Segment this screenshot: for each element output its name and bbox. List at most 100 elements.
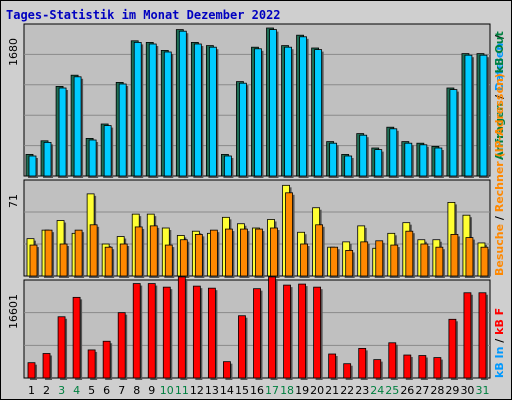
bar-besuche-4 bbox=[74, 229, 83, 277]
bar-kbf-27 bbox=[418, 355, 427, 379]
day-label-2: 2 bbox=[43, 384, 50, 397]
legend-anfragen: Anfragen bbox=[493, 103, 506, 160]
bar-dateien-4 bbox=[73, 76, 82, 177]
bar-besuche-10 bbox=[164, 244, 173, 277]
legend-besuche: Besuche bbox=[493, 224, 506, 276]
legend-kb-out: kB Out bbox=[493, 31, 506, 73]
bar-kbf-3 bbox=[57, 316, 66, 379]
bar-dateien-26 bbox=[404, 142, 413, 177]
bar-kbf-29 bbox=[448, 318, 457, 379]
bar-besuche-16 bbox=[255, 228, 263, 277]
bar-besuche-27 bbox=[420, 243, 429, 277]
bar-kbf-16 bbox=[253, 288, 261, 379]
bar-kbf-5 bbox=[87, 349, 96, 379]
bar-kbf-20 bbox=[313, 286, 322, 379]
bar-dateien-22 bbox=[344, 155, 353, 177]
bar-kbf-12 bbox=[192, 285, 201, 379]
bar-dateien-12 bbox=[193, 43, 202, 177]
bar-kbf-21 bbox=[328, 353, 337, 379]
bar-besuche-3 bbox=[59, 243, 68, 277]
bar-besuche-29 bbox=[450, 233, 459, 277]
day-label-10: 10 bbox=[160, 384, 174, 397]
legend-rechner-ip-adressen-: Rechner (IP-Adressen) bbox=[493, 73, 506, 212]
ytick-bottom: 16601 bbox=[7, 294, 20, 329]
bar-kbf-9 bbox=[147, 283, 156, 379]
bar-kbf-19 bbox=[298, 283, 306, 379]
bar-dateien-3 bbox=[58, 87, 67, 177]
bar-dateien-18 bbox=[284, 46, 292, 177]
bar-dateien-27 bbox=[419, 144, 428, 177]
day-label-3: 3 bbox=[58, 384, 65, 397]
bar-dateien-6 bbox=[103, 125, 112, 177]
bar-dateien-8 bbox=[133, 42, 142, 177]
bar-kbf-11 bbox=[177, 276, 186, 379]
bar-dateien-20 bbox=[314, 49, 323, 177]
bar-besuche-22 bbox=[345, 249, 354, 277]
bar-dateien-17 bbox=[269, 29, 277, 177]
day-label-23: 23 bbox=[355, 384, 369, 397]
day-label-24: 24 bbox=[370, 384, 384, 397]
day-label-1: 1 bbox=[28, 384, 35, 397]
legend--: / bbox=[493, 91, 506, 103]
day-label-18: 18 bbox=[280, 384, 294, 397]
legend-group: kB In / kB F bbox=[493, 308, 506, 378]
day-label-28: 28 bbox=[430, 384, 444, 397]
bar-kbf-28 bbox=[433, 357, 442, 379]
bar-kbf-31 bbox=[478, 292, 487, 379]
day-label-15: 15 bbox=[235, 384, 249, 397]
day-label-12: 12 bbox=[190, 384, 204, 397]
legend-kb-f: kB F bbox=[493, 308, 506, 335]
bar-kbf-25 bbox=[388, 342, 397, 379]
bar-besuche-24 bbox=[375, 240, 384, 277]
bar-dateien-5 bbox=[88, 139, 97, 177]
bar-dateien-19 bbox=[299, 36, 307, 177]
bar-besuche-7 bbox=[119, 243, 128, 277]
legend-group: Anfragen / Dateien / bbox=[493, 34, 506, 160]
bar-kbf-10 bbox=[162, 286, 171, 379]
bar-besuche-17 bbox=[270, 227, 278, 277]
bar-dateien-7 bbox=[118, 83, 127, 177]
legend-dateien: Dateien bbox=[493, 43, 506, 91]
day-label-5: 5 bbox=[88, 384, 95, 397]
bar-kbf-23 bbox=[358, 347, 367, 379]
bar-besuche-23 bbox=[360, 241, 369, 277]
day-label-7: 7 bbox=[118, 384, 125, 397]
bar-besuche-13 bbox=[209, 229, 218, 277]
bar-besuche-21 bbox=[330, 246, 339, 277]
bar-besuche-5 bbox=[89, 224, 98, 277]
bar-kbf-2 bbox=[42, 353, 51, 379]
bar-kbf-30 bbox=[463, 292, 472, 379]
bar-dateien-15 bbox=[239, 82, 247, 177]
bar-besuche-2 bbox=[44, 229, 53, 277]
day-label-14: 14 bbox=[220, 384, 234, 397]
bar-besuche-19 bbox=[300, 243, 308, 277]
bar-dateien-30 bbox=[464, 54, 473, 177]
bar-kbf-18 bbox=[283, 284, 291, 379]
bar-kbf-26 bbox=[403, 354, 412, 379]
bar-dateien-11 bbox=[178, 30, 187, 177]
bar-besuche-12 bbox=[194, 233, 203, 277]
bar-dateien-13 bbox=[208, 46, 217, 177]
bar-kbf-15 bbox=[238, 315, 246, 379]
legend--: / bbox=[493, 34, 506, 43]
day-label-16: 16 bbox=[250, 384, 264, 397]
bar-besuche-31 bbox=[480, 246, 489, 277]
bar-dateien-28 bbox=[434, 147, 443, 177]
bar-besuche-14 bbox=[225, 228, 233, 277]
bar-dateien-29 bbox=[449, 89, 458, 177]
day-label-6: 6 bbox=[103, 384, 110, 397]
bar-besuche-11 bbox=[179, 239, 188, 277]
bar-besuche-6 bbox=[104, 246, 113, 277]
bar-besuche-18 bbox=[285, 192, 293, 277]
bar-besuche-8 bbox=[134, 226, 143, 277]
day-label-4: 4 bbox=[73, 384, 80, 397]
bar-dateien-1 bbox=[28, 155, 37, 177]
day-label-29: 29 bbox=[445, 384, 459, 397]
day-label-19: 19 bbox=[295, 384, 309, 397]
bar-kbf-22 bbox=[343, 363, 352, 379]
bar-kbf-4 bbox=[72, 296, 81, 379]
legend-group: Besuche / Rechner (IP-Adressen)kB Out bbox=[493, 31, 506, 276]
day-label-22: 22 bbox=[340, 384, 354, 397]
bar-dateien-31 bbox=[479, 54, 488, 177]
